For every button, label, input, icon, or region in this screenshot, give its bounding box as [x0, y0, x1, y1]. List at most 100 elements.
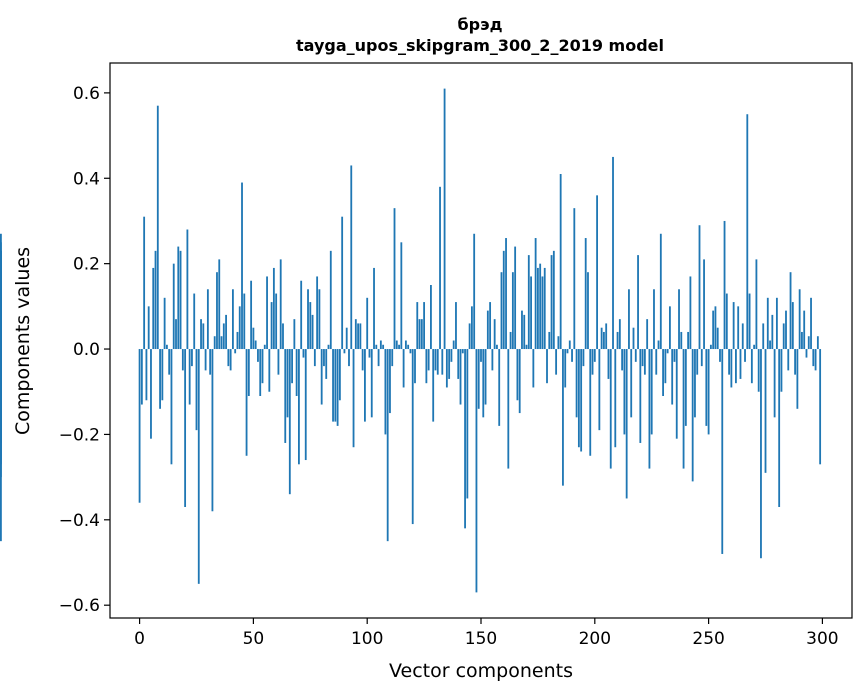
- bar: [150, 349, 152, 439]
- bar: [719, 349, 721, 362]
- bar: [682, 349, 685, 469]
- chart-title: брэд: [457, 15, 502, 34]
- bar: [282, 323, 284, 350]
- bar: [680, 331, 683, 350]
- bar: [316, 276, 319, 350]
- bar: [263, 344, 266, 350]
- bar: [254, 340, 257, 350]
- bar: [773, 349, 776, 418]
- x-tick-label: 100: [351, 629, 383, 649]
- bar: [402, 349, 405, 388]
- bar: [154, 250, 157, 350]
- bar: [266, 276, 268, 350]
- bar: [698, 225, 701, 350]
- bar: [480, 349, 482, 362]
- bar: [746, 114, 749, 350]
- bar: [810, 297, 812, 350]
- bar: [753, 344, 756, 350]
- bar: [291, 349, 293, 384]
- bar: [188, 349, 191, 405]
- bar: [441, 349, 444, 375]
- bar: [744, 349, 746, 362]
- bar: [470, 306, 473, 350]
- bar: [300, 280, 303, 350]
- bar: [648, 349, 651, 469]
- bar: [334, 349, 337, 422]
- bar: [598, 349, 601, 431]
- bar: [138, 349, 141, 503]
- bar: [696, 349, 699, 375]
- bar: [459, 349, 462, 405]
- bar: [787, 349, 790, 371]
- bar: [780, 349, 783, 392]
- bar: [329, 250, 332, 350]
- bar: [361, 349, 364, 371]
- bar: [757, 349, 760, 392]
- y-tick-label: −0.2: [59, 425, 100, 445]
- bar: [764, 349, 767, 473]
- y-axis: −0.6 −0.4 −0.2 0.0 0.2 0.4 0.6: [59, 84, 110, 616]
- bar: [272, 267, 275, 350]
- bar: [468, 323, 471, 350]
- bar: [735, 349, 737, 384]
- y-tick-label: −0.6: [59, 596, 100, 616]
- bar: [386, 349, 389, 542]
- bar: [678, 289, 680, 350]
- bar: [625, 349, 628, 499]
- bar: [584, 238, 587, 350]
- bar: [411, 349, 414, 525]
- bar: [220, 336, 223, 350]
- bar: [325, 349, 328, 379]
- bar: [675, 349, 678, 439]
- bar: [389, 349, 391, 414]
- bar: [252, 327, 255, 350]
- bar: [243, 293, 246, 350]
- bar: [366, 297, 369, 350]
- bar: [801, 331, 803, 350]
- bar: [557, 336, 560, 350]
- bar: [771, 314, 774, 350]
- bar: [163, 297, 166, 350]
- bar: [798, 289, 801, 350]
- bar: [443, 88, 446, 350]
- bar: [222, 323, 225, 350]
- bar: [461, 349, 464, 354]
- x-tick-label: 0: [134, 629, 145, 649]
- bar: [521, 310, 523, 350]
- bar: [152, 267, 155, 350]
- bar: [348, 349, 350, 367]
- bar: [641, 349, 644, 367]
- bar: [762, 323, 765, 350]
- bar: [236, 331, 239, 350]
- bar: [225, 314, 227, 350]
- bar: [723, 220, 726, 350]
- bar: [364, 349, 366, 422]
- bar: [511, 272, 514, 350]
- bar: [432, 349, 435, 422]
- bar: [575, 349, 578, 418]
- bar: [279, 259, 282, 350]
- bar: [172, 263, 175, 350]
- bar: [464, 349, 466, 529]
- bar: [714, 306, 717, 350]
- y-axis-label: Components values: [12, 247, 34, 435]
- bar: [509, 331, 512, 350]
- x-axis-label: Vector components: [389, 660, 573, 682]
- bar: [234, 349, 237, 354]
- bar: [539, 263, 542, 350]
- bar: [311, 314, 314, 350]
- bar: [791, 302, 794, 350]
- bar: [425, 349, 428, 384]
- bar: [200, 319, 202, 350]
- bar: [582, 349, 585, 367]
- bar: [416, 302, 419, 350]
- bar: [816, 336, 819, 350]
- bar: [591, 349, 594, 375]
- y-tick-label: −0.4: [59, 511, 100, 531]
- bar: [700, 349, 703, 367]
- bar: [805, 349, 808, 358]
- bar: [643, 349, 646, 375]
- bar: [662, 349, 664, 396]
- x-tick-label: 300: [806, 629, 838, 649]
- bar: [655, 349, 658, 375]
